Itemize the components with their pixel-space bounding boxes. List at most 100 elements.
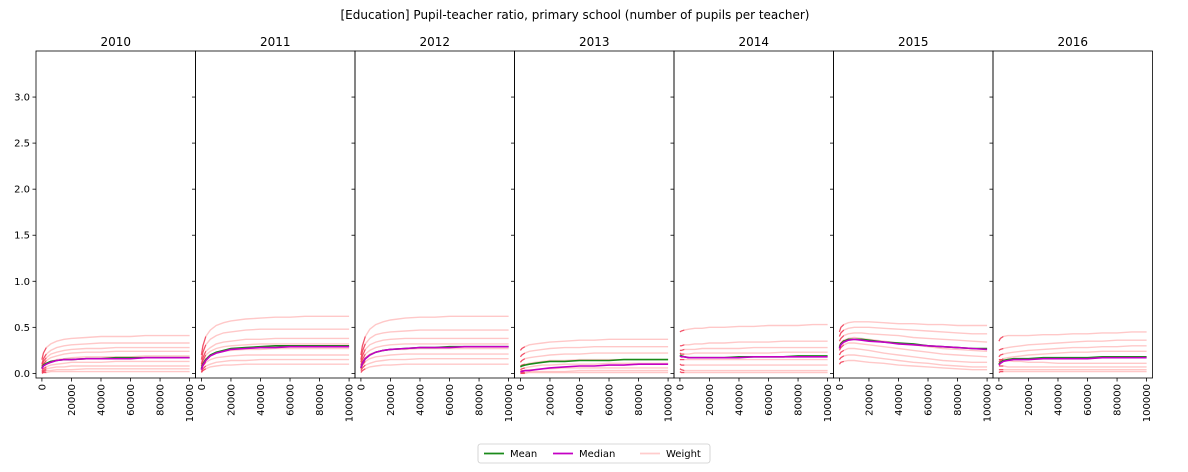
x-tick-label: 80000 bbox=[794, 384, 805, 416]
panel-title: 2012 bbox=[419, 35, 450, 49]
weight-line-start bbox=[360, 368, 366, 373]
weight-line bbox=[998, 350, 1147, 363]
x-tick-label: 80000 bbox=[953, 384, 964, 416]
weight-line bbox=[360, 343, 509, 366]
x-tick-label: 80000 bbox=[156, 384, 167, 416]
weight-line bbox=[519, 338, 669, 351]
weight-line bbox=[360, 315, 509, 356]
x-tick-label: 20000 bbox=[864, 384, 875, 416]
weight-line bbox=[679, 351, 828, 355]
panel-title: 2016 bbox=[1057, 35, 1088, 49]
weight-line-start bbox=[998, 335, 1004, 342]
panel-frame bbox=[833, 50, 994, 379]
weight-line-start bbox=[679, 329, 685, 333]
weight-line bbox=[200, 328, 350, 360]
weight-line bbox=[520, 369, 669, 374]
weight-line bbox=[998, 345, 1147, 358]
weight-line bbox=[838, 326, 988, 337]
y-tick-label: 0.0 bbox=[14, 369, 30, 380]
weight-line bbox=[200, 315, 350, 356]
x-tick-label: 80000 bbox=[475, 384, 486, 416]
x-tick-label: 100000 bbox=[1142, 384, 1153, 422]
weight-line-start bbox=[838, 324, 845, 333]
weight-line-start bbox=[360, 343, 366, 360]
weight-line bbox=[360, 337, 509, 363]
panel-title: 2013 bbox=[579, 35, 610, 49]
y-tick-label: 1.0 bbox=[14, 277, 30, 288]
x-tick-label: 60000 bbox=[924, 384, 935, 416]
x-tick-label: 20000 bbox=[386, 384, 397, 416]
x-tick-label: 100000 bbox=[983, 384, 994, 422]
panel-2013: 2013 0 20000 40000 60000 80000 100000 bbox=[511, 35, 675, 422]
x-tick-label: 0 bbox=[356, 384, 367, 390]
x-tick-label: 100000 bbox=[345, 384, 356, 422]
x-tick-label: 0 bbox=[197, 384, 208, 390]
weight-line-start bbox=[838, 355, 845, 360]
weight-line bbox=[200, 343, 350, 367]
mean-line bbox=[998, 356, 1147, 365]
weight-line-start bbox=[998, 353, 1004, 358]
legend-label: Median bbox=[579, 449, 615, 460]
panel-frame bbox=[354, 50, 515, 379]
weight-line bbox=[519, 352, 669, 363]
y-tick-label: 3.0 bbox=[14, 93, 30, 104]
weight-line bbox=[200, 358, 350, 372]
weight-line bbox=[679, 363, 828, 366]
legend-box bbox=[477, 443, 711, 464]
x-tick-label: 0 bbox=[994, 384, 1005, 390]
panel-2012: 2012 0 20000 40000 60000 80000 100000 bbox=[351, 35, 515, 422]
weight-line-start bbox=[360, 349, 366, 363]
median-line bbox=[360, 345, 509, 369]
median-line bbox=[838, 338, 988, 351]
weight-line bbox=[679, 370, 828, 374]
weight-line-start bbox=[519, 346, 526, 351]
weight-line bbox=[41, 368, 190, 374]
weight-line bbox=[998, 365, 1147, 368]
y-tick-label: 0.5 bbox=[14, 323, 30, 334]
median-line bbox=[200, 345, 350, 370]
x-tick-label: 40000 bbox=[96, 384, 107, 416]
x-tick-label: 0 bbox=[675, 384, 686, 390]
panel-frame bbox=[992, 50, 1153, 379]
x-tick-label: 20000 bbox=[1024, 384, 1035, 416]
weight-line-start bbox=[200, 365, 207, 372]
legend-label: Mean bbox=[510, 449, 537, 460]
weight-line-start bbox=[838, 344, 845, 351]
weight-line-start bbox=[41, 357, 47, 367]
legend-label: Weight bbox=[666, 449, 701, 460]
weight-line-start bbox=[679, 344, 685, 347]
weight-line bbox=[838, 354, 988, 368]
weight-line bbox=[200, 354, 350, 370]
weight-line-start bbox=[998, 371, 1004, 374]
weight-line bbox=[41, 350, 190, 369]
x-tick-label: 100000 bbox=[185, 384, 196, 422]
x-tick-label: 60000 bbox=[286, 384, 297, 416]
panel-2015: 2015 0 20000 40000 60000 80000 100000 bbox=[830, 35, 994, 422]
weight-line bbox=[679, 368, 828, 372]
weight-line bbox=[520, 362, 669, 371]
panel-2011: 2011 0 20000 40000 60000 80000 100000 bbox=[192, 35, 356, 422]
x-tick-label: 20000 bbox=[67, 384, 78, 416]
panels-layer: 2010 0.0 0.5 1.0 1.5 2.0 2.5 3.0 0 20000 40000 6000… bbox=[14, 35, 1153, 422]
x-tick-label: 80000 bbox=[315, 384, 326, 416]
x-tick-label: 0 bbox=[516, 384, 527, 390]
y-tick-label: 1.5 bbox=[14, 231, 30, 242]
median-line bbox=[998, 356, 1147, 366]
weight-line-start bbox=[41, 366, 47, 371]
weight-line-start bbox=[679, 363, 685, 366]
panel-frame bbox=[514, 50, 675, 379]
weight-line bbox=[41, 365, 190, 373]
weight-line-start bbox=[200, 344, 207, 360]
weight-line bbox=[41, 334, 190, 360]
x-tick-label: 40000 bbox=[734, 384, 745, 416]
weight-line bbox=[998, 370, 1147, 374]
weight-line-start bbox=[838, 329, 845, 337]
weight-line-start bbox=[200, 368, 207, 373]
weight-line bbox=[200, 337, 350, 365]
weight-line bbox=[41, 346, 190, 367]
weight-line bbox=[520, 371, 669, 375]
x-tick-label: 60000 bbox=[126, 384, 137, 416]
weight-line-start bbox=[838, 335, 845, 342]
weight-line-start bbox=[998, 358, 1004, 363]
weight-line bbox=[838, 359, 988, 371]
